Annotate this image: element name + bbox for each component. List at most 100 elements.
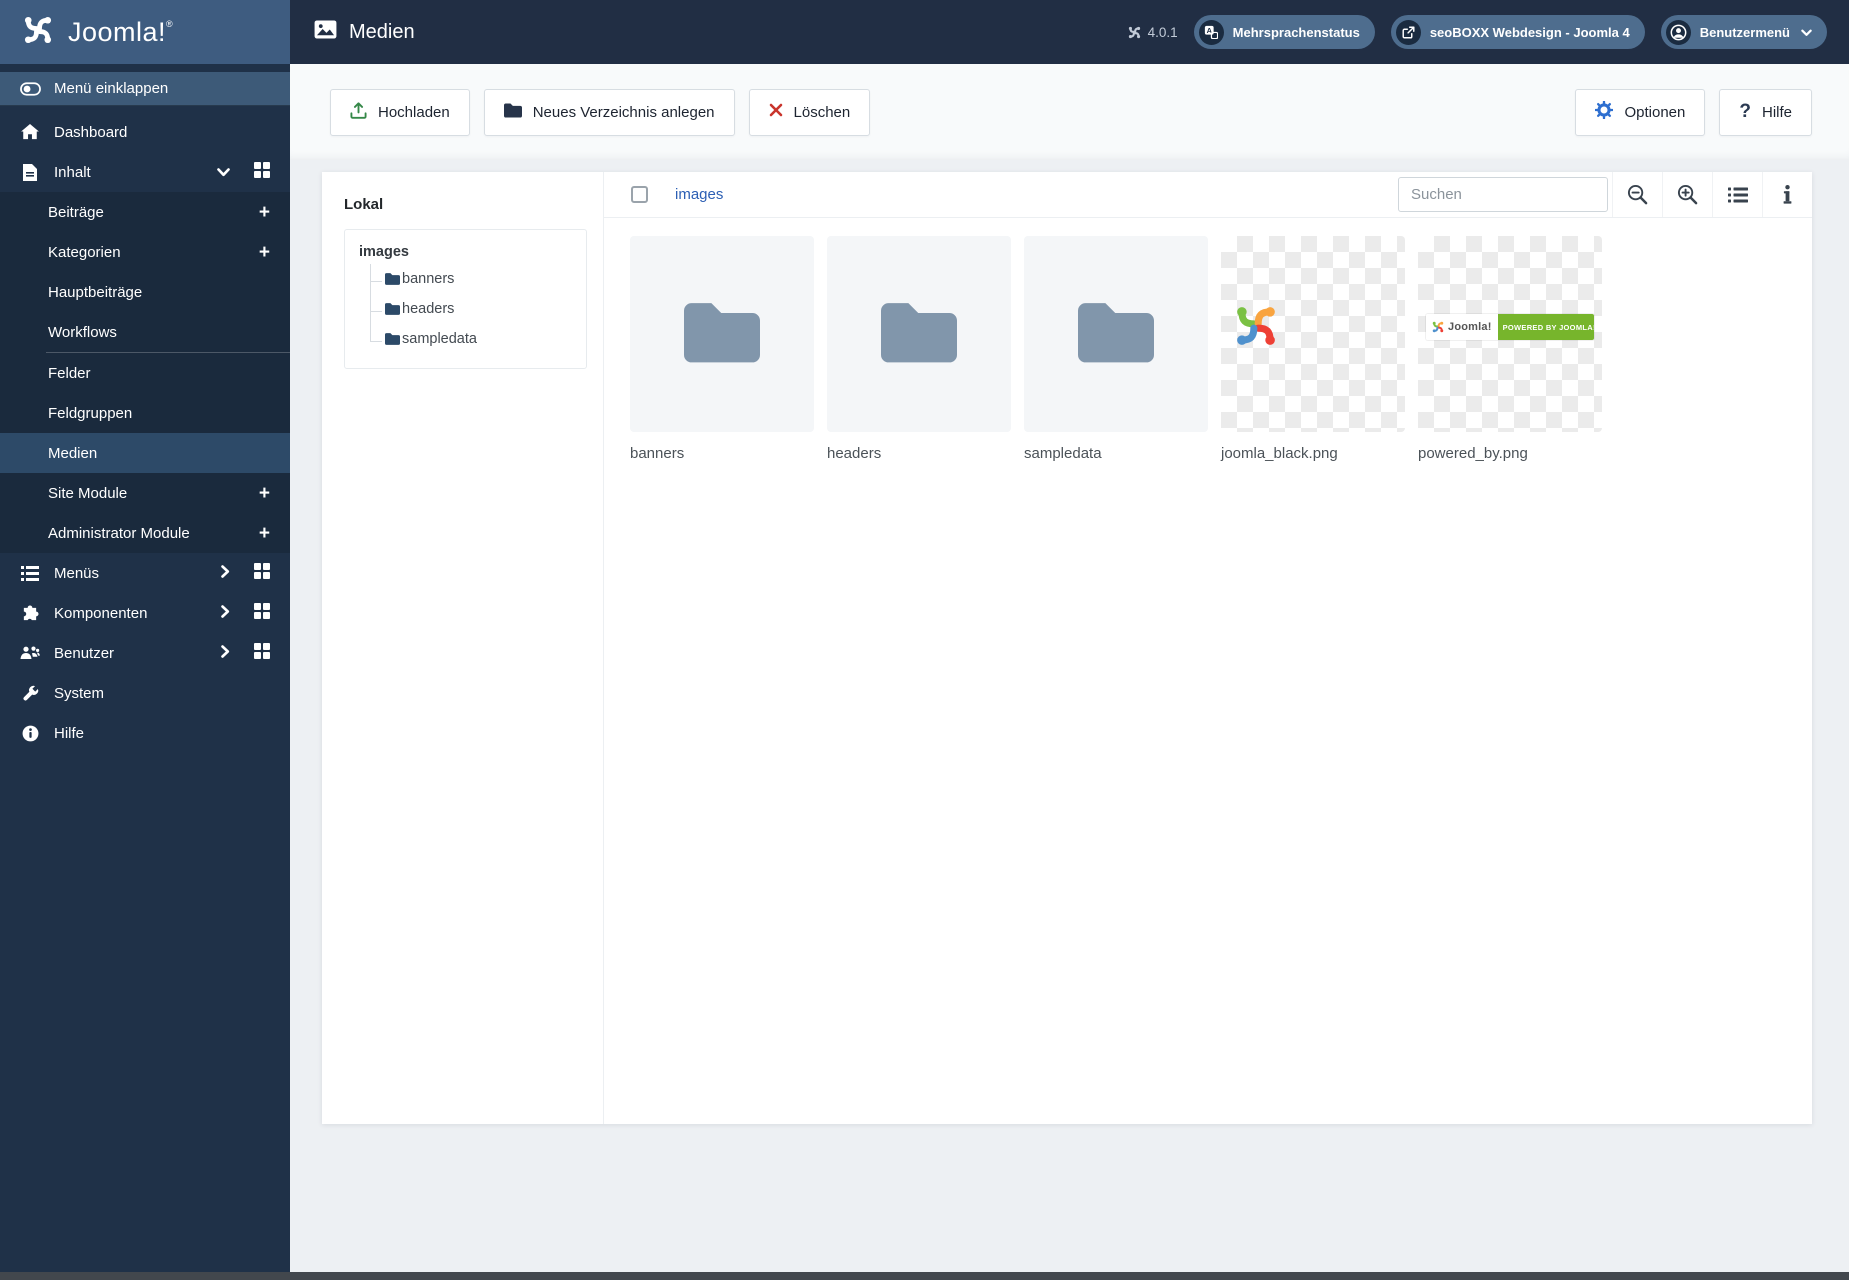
image-thumbnail[interactable]: Joomla! POWERED BY JOOMLA! xyxy=(1418,236,1602,432)
sidebar-item-dashboard[interactable]: Dashboard xyxy=(0,112,290,152)
help-button[interactable]: ? Hilfe xyxy=(1719,88,1812,136)
new-folder-button[interactable]: Neues Verzeichnis anlegen xyxy=(483,88,735,136)
media-toolbar: images xyxy=(604,172,1812,218)
tree-item-images[interactable]: images xyxy=(359,244,409,260)
sidebar-item-collapse-menu[interactable]: Menü einklappen xyxy=(0,72,290,106)
svg-text:A: A xyxy=(1207,26,1213,35)
users-icon xyxy=(18,646,42,660)
media-sidebar: Lokal images banners headers sampledata xyxy=(322,172,604,1124)
site-preview-badge[interactable]: seoBOXX Webdesign - Joomla 4 xyxy=(1390,15,1645,49)
external-link-icon xyxy=(1395,19,1421,45)
app-header: Joomla!® Medien 4.0.1 A Me xyxy=(0,0,1849,64)
folder-icon xyxy=(1078,303,1154,363)
brand-text: Joomla!® xyxy=(68,16,174,47)
wrench-icon xyxy=(18,685,42,702)
sidebar-item-kategorien[interactable]: Kategorien + xyxy=(48,241,270,263)
grid-icon[interactable] xyxy=(254,643,270,663)
folder-icon xyxy=(503,102,522,122)
upload-button[interactable]: Hochladen xyxy=(330,88,470,136)
sidebar-item-feldgruppen[interactable]: Feldgruppen xyxy=(48,404,133,422)
folder-icon xyxy=(385,273,400,285)
chevron-right-icon xyxy=(221,644,230,662)
zoom-out-button[interactable] xyxy=(1612,172,1662,217)
grid-icon[interactable] xyxy=(254,563,270,583)
folder-thumbnail[interactable] xyxy=(630,236,814,432)
zoom-in-icon xyxy=(1677,184,1698,205)
joomla-version-icon xyxy=(1128,26,1140,38)
sidebar-item-hilfe[interactable]: Hilfe xyxy=(0,713,290,753)
media-manager-panel: Lokal images banners headers sampledata xyxy=(322,172,1812,1124)
sidebar-item-system[interactable]: System xyxy=(0,673,290,713)
page-title: Medien xyxy=(349,20,415,43)
media-item-image[interactable]: Joomla! POWERED BY JOOMLA! powered_by.pn… xyxy=(1418,236,1602,462)
info-icon xyxy=(1783,185,1792,204)
joomla-version: 4.0.1 xyxy=(1127,25,1178,40)
upload-icon xyxy=(350,101,367,123)
x-icon xyxy=(769,103,783,121)
home-icon xyxy=(18,124,42,140)
folder-icon xyxy=(881,303,957,363)
delete-button[interactable]: Löschen xyxy=(748,88,871,136)
grid-icon[interactable] xyxy=(254,162,270,182)
breadcrumb[interactable]: images xyxy=(675,186,724,203)
folder-thumbnail[interactable] xyxy=(827,236,1011,432)
folder-icon xyxy=(385,333,400,345)
folder-tree: images banners headers sampledata xyxy=(344,229,587,369)
media-item-label: joomla_black.png xyxy=(1221,445,1338,462)
plus-icon[interactable]: + xyxy=(258,201,270,223)
sidebar-item-site-module[interactable]: Site Module + xyxy=(48,482,270,504)
joomla-logo-image xyxy=(1237,307,1275,345)
sidebar-item-beitraege[interactable]: Beiträge + xyxy=(48,201,270,223)
media-item-label: sampledata xyxy=(1024,445,1102,462)
joomla-logo: Joomla!® xyxy=(0,0,290,64)
submenu-divider xyxy=(46,352,290,353)
tree-item-headers[interactable]: headers xyxy=(370,294,576,324)
folder-thumbnail[interactable] xyxy=(1024,236,1208,432)
select-all-checkbox[interactable] xyxy=(631,186,648,203)
grid-icon[interactable] xyxy=(254,603,270,623)
inhalt-submenu: Beiträge + Kategorien + Hauptbeiträge Work… xyxy=(0,192,290,553)
media-item-label: powered_by.png xyxy=(1418,445,1528,462)
local-title: Lokal xyxy=(344,196,384,213)
sidebar-nav: Menü einklappen Dashboard Inhalt Beiträg… xyxy=(0,64,290,1272)
media-item-folder[interactable]: sampledata xyxy=(1024,236,1208,462)
chevron-right-icon xyxy=(221,564,230,582)
info-circle-icon xyxy=(18,725,42,742)
sidebar-item-medien[interactable]: Medien xyxy=(0,433,290,473)
language-status-badge[interactable]: A Mehrsprachenstatus xyxy=(1193,15,1375,49)
media-item-folder[interactable]: banners xyxy=(630,236,814,462)
sidebar-item-administrator-module[interactable]: Administrator Module + xyxy=(48,522,270,544)
plus-icon[interactable]: + xyxy=(258,482,270,504)
plus-icon[interactable]: + xyxy=(258,241,270,263)
joomla-mini-logo xyxy=(1432,321,1444,333)
sidebar-item-hauptbeitraege[interactable]: Hauptbeiträge xyxy=(48,283,143,301)
sidebar-item-benutzer[interactable]: Benutzer xyxy=(0,633,290,673)
options-button[interactable]: Optionen xyxy=(1575,88,1706,136)
action-toolbar: Hochladen Neues Verzeichnis anlegen Lösc… xyxy=(290,64,1849,160)
list-view-button[interactable] xyxy=(1712,172,1762,217)
folder-icon xyxy=(385,303,400,315)
media-item-image[interactable]: joomla_black.png xyxy=(1221,236,1405,462)
sidebar-item-menues[interactable]: Menüs xyxy=(0,553,290,593)
sidebar-item-inhalt[interactable]: Inhalt xyxy=(0,152,290,192)
sidebar-item-komponenten[interactable]: Komponenten xyxy=(0,593,290,633)
tree-item-banners[interactable]: banners xyxy=(370,264,576,294)
tree-item-sampledata[interactable]: sampledata xyxy=(370,324,576,354)
translate-icon: A xyxy=(1198,19,1224,45)
user-menu-badge[interactable]: Benutzermenü xyxy=(1660,15,1827,49)
chevron-down-icon xyxy=(217,164,230,181)
plus-icon[interactable]: + xyxy=(258,522,270,544)
sidebar-item-workflows[interactable]: Workflows xyxy=(48,323,117,341)
header-bar: Medien 4.0.1 A Mehrsprachenstatus xyxy=(290,0,1849,64)
search-input[interactable] xyxy=(1398,177,1608,212)
chevron-down-icon xyxy=(1801,25,1812,40)
media-title-icon xyxy=(314,20,337,44)
media-item-label: banners xyxy=(630,445,685,462)
folder-icon xyxy=(684,303,760,363)
bottom-edge-bar xyxy=(0,1272,1849,1280)
image-thumbnail[interactable] xyxy=(1221,236,1405,432)
zoom-in-button[interactable] xyxy=(1662,172,1712,217)
media-item-folder[interactable]: headers xyxy=(827,236,1011,462)
sidebar-item-felder[interactable]: Felder xyxy=(48,364,91,382)
info-button[interactable] xyxy=(1762,172,1812,217)
